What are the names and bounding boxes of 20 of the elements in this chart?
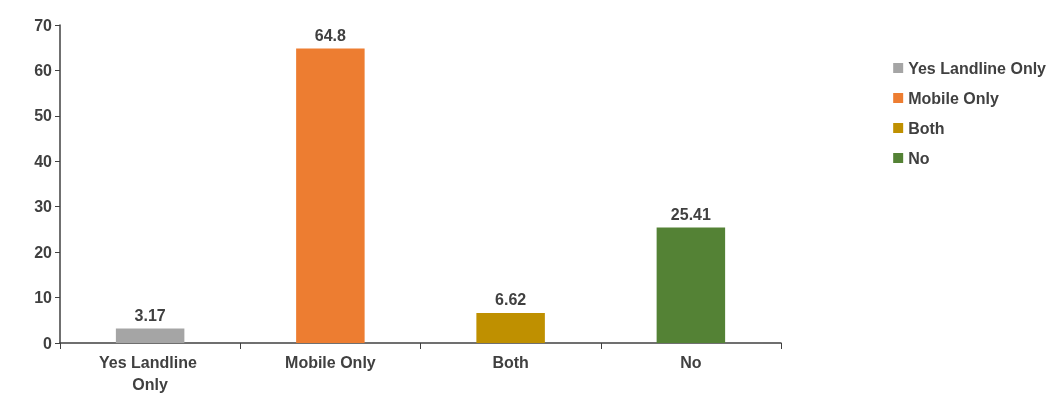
x-tick-label: Yes Landline Only xyxy=(98,353,202,393)
x-tick-label: Mobile Only xyxy=(285,353,376,371)
legend-label: No xyxy=(908,149,930,167)
y-tick-label: 30 xyxy=(34,198,53,216)
y-tick-label: 20 xyxy=(34,243,53,261)
data-label: 25.41 xyxy=(670,206,711,224)
y-tick-label: 70 xyxy=(34,16,53,34)
x-tick-label: No xyxy=(680,353,702,371)
y-tick-label: 50 xyxy=(34,107,53,125)
y-tick-label: 60 xyxy=(34,61,53,79)
y-tick-label: 40 xyxy=(34,152,53,170)
y-tick-label: 0 xyxy=(43,334,53,352)
legend-label: Mobile Only xyxy=(908,89,999,107)
legend-label: Yes Landline Only xyxy=(908,59,1047,77)
legend-label: Both xyxy=(908,119,945,137)
data-label: 6.62 xyxy=(495,291,527,309)
data-label: 3.17 xyxy=(134,307,166,325)
x-tick-label: Both xyxy=(492,353,529,371)
y-tick-label: 10 xyxy=(34,289,53,307)
data-label: 64.8 xyxy=(314,27,347,45)
